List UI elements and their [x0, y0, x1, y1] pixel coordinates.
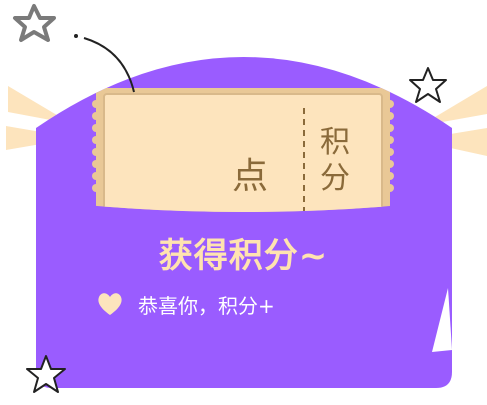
reward-title: 获得积分~: [158, 236, 329, 276]
ticket: 点 积 分: [92, 88, 394, 212]
string-dot: [74, 34, 78, 38]
star-icon: [13, 4, 56, 42]
ticket-stub-char-1: 积: [320, 125, 350, 160]
ticket-string: [83, 37, 135, 93]
ticket-stub-char-2: 分: [320, 161, 350, 196]
star-icon: [26, 355, 66, 393]
triangle-decoration: [432, 288, 452, 352]
reward-message-row: 恭喜你，积分+: [96, 286, 275, 322]
star-icon: [409, 67, 447, 103]
ticket-points-char: 点: [232, 156, 268, 197]
heart-icon: [98, 293, 122, 315]
reward-message: 恭喜你，积分+: [138, 293, 275, 318]
